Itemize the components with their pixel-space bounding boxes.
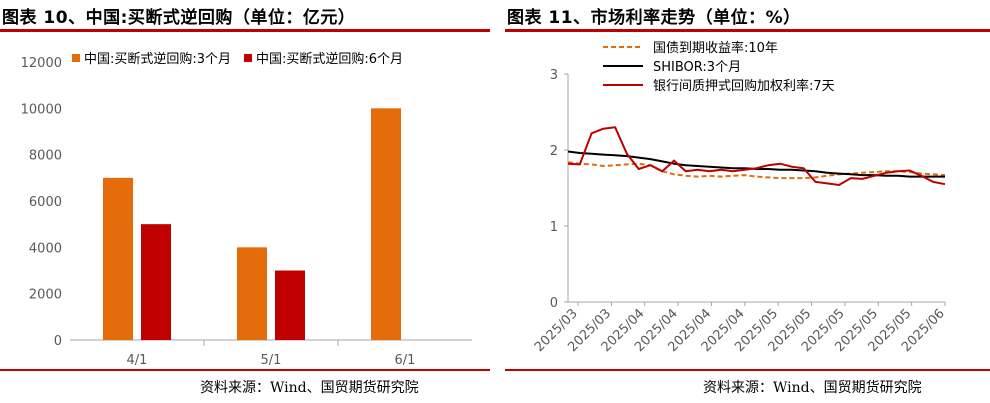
figure-11-title: 图表 11、市场利率走势（单位：%） — [507, 8, 801, 28]
figure-10-bottom-rule — [0, 369, 490, 371]
legend-label: 银行间质押式回购加权利率:7天 — [653, 78, 835, 94]
y-tick-label: 4000 — [29, 241, 62, 256]
bar — [141, 224, 171, 340]
y-tick-label: 2 — [550, 144, 558, 159]
legend-label: 中国:买断式逆回购:3个月 — [84, 51, 231, 67]
bar — [237, 247, 267, 340]
y-tick-label: 6000 — [29, 195, 62, 210]
y-tick-label: 0 — [550, 296, 558, 311]
x-tick-label: 6/1 — [395, 353, 416, 368]
y-tick-label: 3 — [550, 68, 558, 83]
legend-swatch — [244, 54, 252, 62]
legend-label: 国债到期收益率:10年 — [653, 40, 778, 56]
figure-10-title-rule — [0, 29, 490, 32]
bar-chart: 0 2000 4000 6000 8000 10000 12000 4/1 5/1 6/1 中国:买… — [21, 51, 472, 368]
figure-10-source: 资料来源：Wind、国贸期货研究院 — [200, 380, 419, 396]
bar — [103, 177, 133, 340]
bar — [371, 108, 401, 340]
figure-10-title: 图表 10、中国:买断式逆回购（单位：亿元） — [2, 8, 356, 28]
legend-swatch — [72, 54, 80, 62]
figure-11-panel: 图表 11、市场利率走势（单位：%） 0 1 2 3 2025/03 2025/03 202… — [505, 0, 990, 403]
y-tick-label: 0 — [54, 334, 62, 349]
y-tick-label: 8000 — [29, 149, 62, 164]
bar — [275, 270, 305, 340]
legend-label: SHIBOR:3个月 — [653, 60, 741, 75]
figure-11-bottom-rule — [505, 369, 990, 371]
figure-10-panel: 图表 10、中国:买断式逆回购（单位：亿元） 0 2000 4000 6000 8000… — [0, 0, 490, 403]
figure-11-title-rule — [505, 29, 990, 32]
line-chart: 01232025/032025/032025/042025/042025/042… — [532, 40, 948, 355]
x-tick-label: 4/1 — [127, 353, 148, 368]
x-tick-label: 5/1 — [261, 353, 282, 368]
y-tick-label: 12000 — [21, 56, 62, 71]
y-tick-label: 1 — [550, 220, 558, 235]
series-line — [567, 126, 946, 186]
legend-label: 中国:买断式逆回购:6个月 — [256, 51, 403, 67]
figure-11-source: 资料来源：Wind、国贸期货研究院 — [703, 380, 922, 396]
y-tick-label: 10000 — [21, 102, 62, 117]
y-tick-label: 2000 — [29, 288, 62, 303]
